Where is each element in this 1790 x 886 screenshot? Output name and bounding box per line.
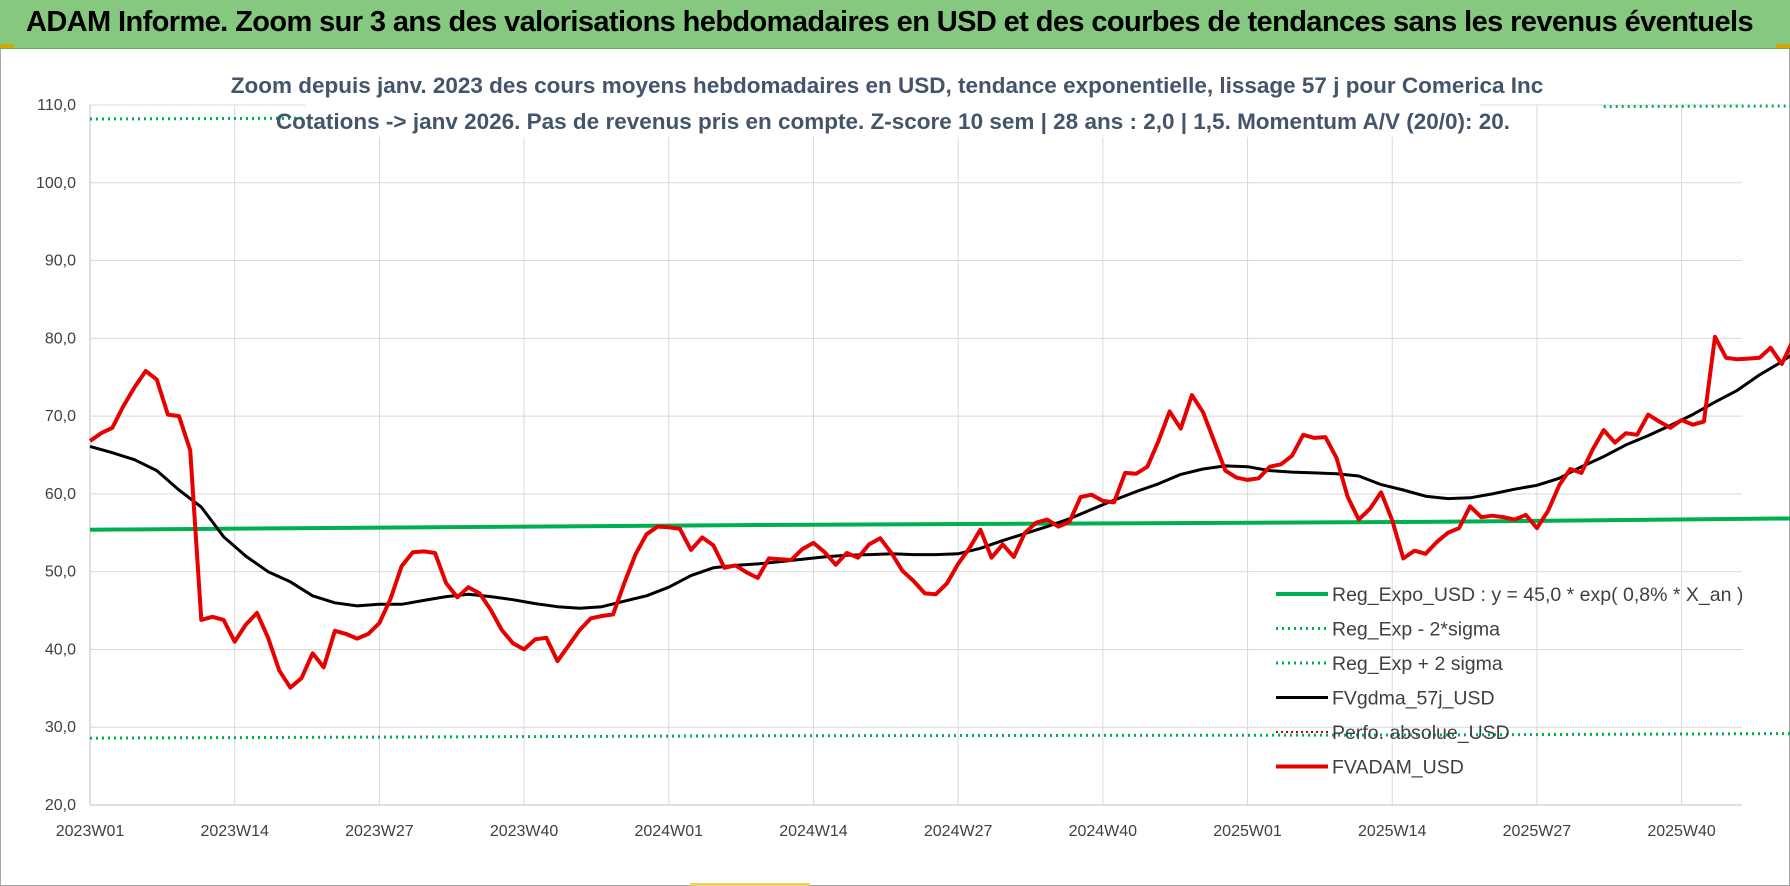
legend-label: Reg_Exp - 2*sigma [1332, 619, 1500, 641]
subtitle-background-2 [305, 101, 1480, 137]
grid-lines [89, 104, 1742, 806]
series-layer [88, 104, 1790, 740]
x-tick-label: 2025W14 [1358, 823, 1427, 840]
chart-legend: Reg_Expo_USD : y = 45,0 * exp( 0,8% * X_… [1276, 584, 1743, 779]
subtitle-background [380, 67, 1430, 97]
y-tick-label: 60,0 [45, 486, 76, 503]
x-tick-label: 2023W40 [490, 823, 559, 840]
x-tick-label: 2023W01 [56, 823, 125, 840]
x-tick-label: 2025W27 [1503, 823, 1572, 840]
y-tick-label: 90,0 [45, 253, 76, 270]
banner-accent-left [0, 44, 14, 48]
y-tick-label: 40,0 [45, 641, 76, 658]
x-tick-label: 2024W40 [1069, 823, 1138, 840]
report-banner: ADAM Informe. Zoom sur 3 ans des valoris… [0, 0, 1790, 49]
x-tick-label: 2025W01 [1213, 823, 1282, 840]
x-tick-label: 2024W01 [635, 823, 704, 840]
series-reg-expo-usd-y-45-0-exp-0-8-x- [89, 516, 1790, 532]
legend-label: FVADAM_USD [1332, 757, 1464, 779]
series-fvadam-usd [88, 334, 1790, 690]
y-tick-label: 110,0 [37, 97, 76, 114]
x-tick-label: 2023W14 [200, 823, 269, 840]
x-tick-label: 2024W27 [924, 823, 993, 840]
x-tick-label: 2023W27 [345, 823, 414, 840]
y-tick-label: 70,0 [45, 408, 76, 425]
y-tick-label: 100,0 [36, 175, 76, 192]
y-tick-label: 30,0 [45, 719, 76, 736]
legend-label: Reg_Exp + 2 sigma [1332, 653, 1503, 675]
axes: 20,0 30,0 40,0 50,0 60,0 70,0 80,0 90,0 100,0 110… [36, 97, 1742, 840]
series-reg-exp-2-sigma [1603, 104, 1790, 109]
y-tick-label: 80,0 [45, 330, 76, 347]
legend-label: FVgdma_57j_USD [1332, 688, 1495, 710]
series-reg-exp-2-sigma [89, 732, 1790, 740]
chart-subtitle-line-2: Cotations -> janv 2026. Pas de revenus p… [276, 109, 1510, 134]
legend-label: Perfo. absolue_USD [1332, 722, 1510, 744]
report-title: ADAM Informe. Zoom sur 3 ans des valoris… [26, 6, 1754, 38]
banner-accent-right [1776, 44, 1790, 48]
x-tick-label: 2024W14 [779, 823, 848, 840]
y-tick-label: 20,0 [45, 797, 76, 814]
legend-label: Reg_Expo_USD : y = 45,0 * exp( 0,8% * X_… [1332, 584, 1743, 606]
chart-subtitle-line-1: Zoom depuis janv. 2023 des cours moyens … [231, 73, 1544, 98]
bottom-accent [690, 883, 810, 886]
y-tick-label: 50,0 [45, 564, 76, 581]
series-fvgdma-57j-usd [89, 354, 1790, 610]
x-tick-label: 2025W40 [1647, 823, 1716, 840]
